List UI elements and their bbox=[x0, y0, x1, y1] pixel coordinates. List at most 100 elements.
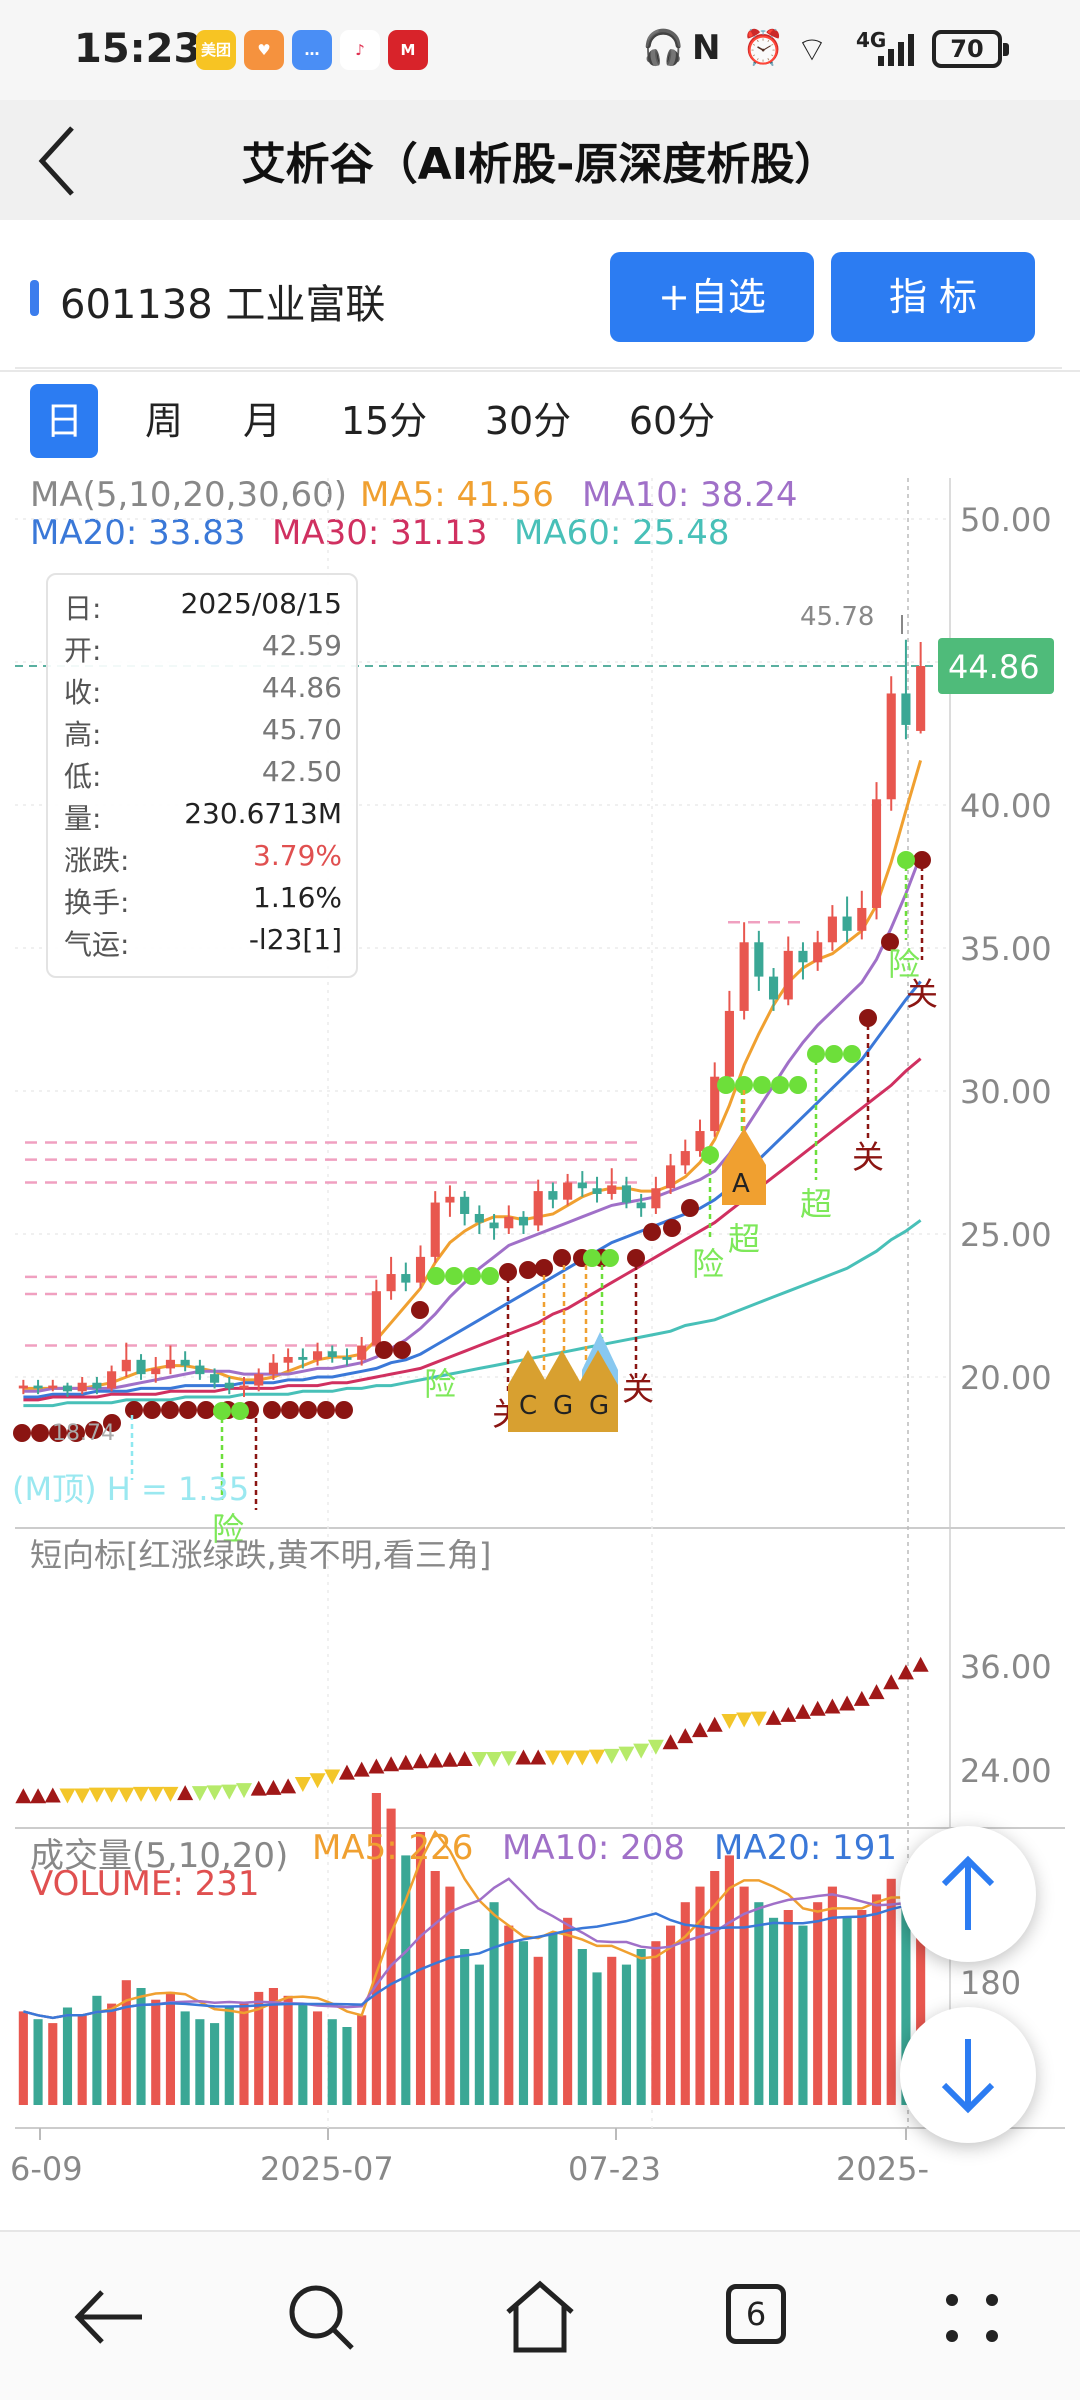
short-triangle bbox=[412, 1753, 429, 1769]
risk-label: 险 bbox=[888, 945, 920, 983]
volume-bar bbox=[857, 1910, 867, 2105]
volume-bar bbox=[33, 2019, 43, 2105]
tab-60min[interactable]: 60分 bbox=[628, 399, 716, 443]
green-signal-dot bbox=[445, 1267, 463, 1285]
short-triangle bbox=[500, 1751, 517, 1767]
volume-bar bbox=[710, 1871, 720, 2105]
nav-search-icon[interactable] bbox=[272, 2272, 372, 2362]
red-signal-dot bbox=[681, 1199, 699, 1217]
short-triangle bbox=[338, 1764, 355, 1780]
volume-legend: VOLUME: 231 bbox=[30, 1864, 260, 1904]
g-marker-label: C bbox=[519, 1391, 537, 1421]
short-triangle bbox=[30, 1788, 47, 1804]
green-signal-dot bbox=[897, 851, 915, 869]
candle-body bbox=[533, 1191, 543, 1226]
info-key: 高: bbox=[64, 718, 102, 751]
short-triangle bbox=[250, 1780, 267, 1796]
scroll-up-button[interactable] bbox=[900, 1826, 1036, 1962]
volume-bar bbox=[563, 1917, 573, 2105]
red-signal-dot bbox=[393, 1341, 411, 1359]
message-app-icon: … bbox=[292, 30, 332, 70]
red-signal-dot bbox=[663, 1219, 681, 1237]
short-triangle bbox=[692, 1722, 708, 1738]
info-row: 量: 230.6713M bbox=[64, 797, 342, 837]
short-triangle bbox=[662, 1734, 679, 1750]
nav-home-icon[interactable] bbox=[490, 2272, 590, 2362]
short-triangle bbox=[765, 1709, 782, 1725]
volume-bar bbox=[254, 1991, 264, 2105]
nav-tabs-button[interactable]: 6 bbox=[706, 2272, 806, 2362]
volume-bar bbox=[754, 1902, 764, 2105]
candle-body bbox=[18, 1385, 28, 1389]
short-triangle bbox=[88, 1787, 105, 1803]
candle-body bbox=[504, 1216, 514, 1229]
candle-body bbox=[268, 1362, 278, 1375]
candle-body bbox=[195, 1365, 205, 1375]
add-watchlist-button[interactable]: +自选 bbox=[610, 252, 814, 342]
scroll-down-button[interactable] bbox=[900, 2007, 1036, 2143]
candle bbox=[636, 1193, 646, 1217]
candle bbox=[563, 1173, 573, 1206]
candle bbox=[107, 1365, 117, 1392]
tab-week[interactable]: 周 bbox=[144, 399, 183, 443]
candle-body bbox=[371, 1291, 381, 1346]
short-triangle bbox=[706, 1716, 723, 1732]
candle bbox=[680, 1139, 690, 1174]
short-triangle bbox=[515, 1749, 532, 1765]
info-value: 45.70 bbox=[261, 713, 342, 746]
tab-30min[interactable]: 30分 bbox=[484, 399, 572, 443]
info-key: 量: bbox=[64, 802, 102, 835]
nav-menu-icon[interactable] bbox=[922, 2272, 1022, 2362]
volume-bar bbox=[180, 2011, 190, 2105]
info-row: 收: 44.86 bbox=[64, 671, 342, 711]
volume-bar bbox=[210, 2023, 220, 2105]
candle-body bbox=[151, 1368, 161, 1375]
volume-bar bbox=[813, 1902, 823, 2105]
short-triangle bbox=[324, 1769, 341, 1785]
chevron-left-icon[interactable] bbox=[30, 116, 90, 206]
bank-app-icon: M bbox=[388, 30, 428, 70]
candle bbox=[268, 1354, 278, 1380]
red-signal-dot bbox=[49, 1424, 67, 1442]
volume-bar bbox=[136, 1988, 146, 2105]
candle-body bbox=[724, 1010, 734, 1077]
candle bbox=[254, 1368, 264, 1392]
nav-back-icon[interactable] bbox=[58, 2272, 158, 2362]
x-tick: 07-23 bbox=[568, 2150, 661, 2188]
volume-bar bbox=[107, 2003, 117, 2105]
candle bbox=[165, 1345, 176, 1375]
tab-month[interactable]: 月 bbox=[242, 399, 281, 443]
candle-body bbox=[621, 1185, 632, 1203]
green-signal-dot bbox=[427, 1267, 445, 1285]
short-triangle bbox=[809, 1700, 826, 1716]
volume-bar bbox=[739, 1886, 749, 2105]
candle bbox=[77, 1377, 87, 1395]
green-signal-dot bbox=[717, 1076, 735, 1094]
stock-row: 601138 工业富联 +自选 指 标 bbox=[0, 220, 1080, 365]
meituan-icon: 美团 bbox=[196, 30, 236, 70]
tab-day[interactable]: 日 bbox=[30, 384, 98, 458]
candle-body bbox=[92, 1382, 102, 1389]
short-triangle bbox=[162, 1786, 179, 1802]
short-triangle bbox=[118, 1787, 135, 1803]
indicator-button[interactable]: 指 标 bbox=[831, 252, 1035, 342]
volume-bar bbox=[268, 1988, 278, 2105]
volume-bar bbox=[798, 1925, 808, 2105]
short-triangle bbox=[74, 1788, 91, 1804]
candle bbox=[195, 1359, 205, 1380]
ma30-legend: MA30: 31.13 bbox=[272, 513, 488, 553]
volume-bar bbox=[607, 1956, 617, 2105]
volume-bar bbox=[724, 1855, 734, 2105]
candle-body bbox=[857, 907, 867, 931]
risk-label: 险 bbox=[212, 1510, 244, 1548]
candle bbox=[48, 1379, 58, 1392]
short-triangle bbox=[647, 1739, 664, 1755]
volume-bar bbox=[224, 2007, 234, 2105]
tab-15min[interactable]: 15分 bbox=[340, 399, 428, 443]
short-triangle bbox=[59, 1788, 76, 1804]
risk-label: 险 bbox=[424, 1365, 456, 1403]
candle-body bbox=[357, 1345, 367, 1360]
green-signal-dot bbox=[825, 1045, 843, 1063]
